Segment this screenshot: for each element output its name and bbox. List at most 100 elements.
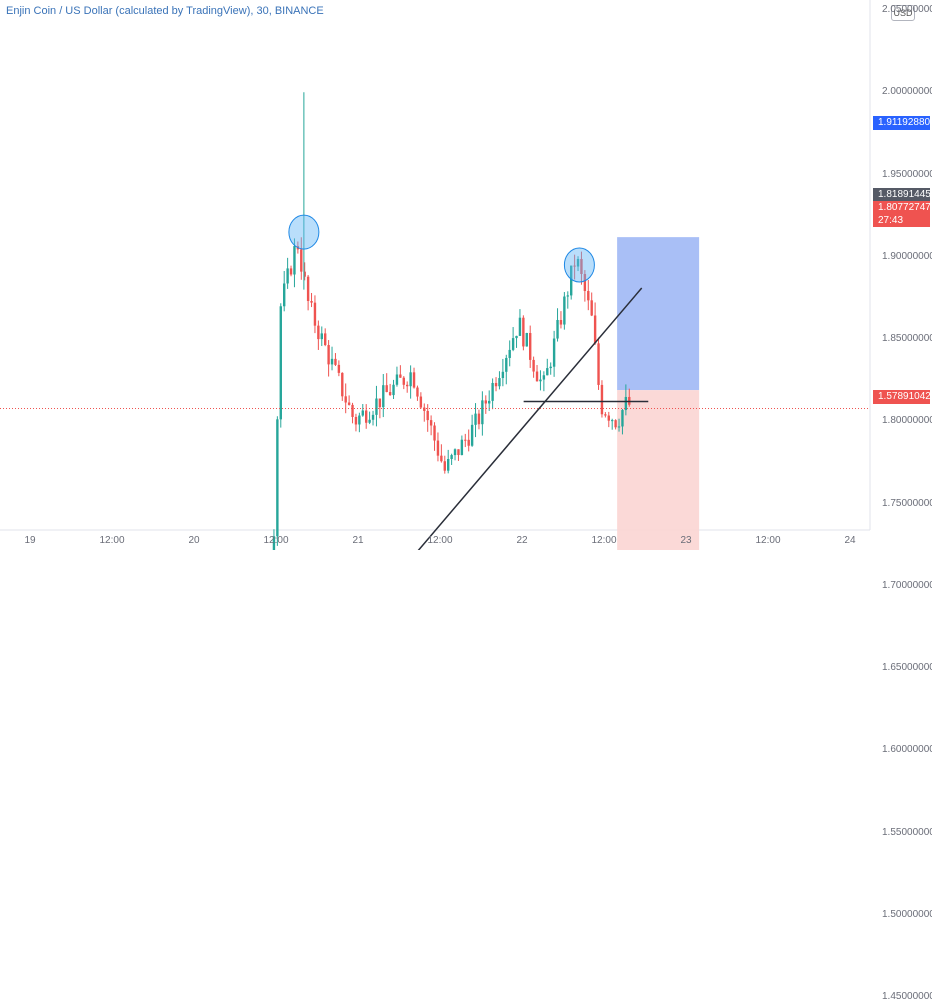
candle-body [423,407,426,411]
currency-button[interactable]: USD [891,5,915,21]
candle-body [409,372,412,387]
candle-body [378,398,382,408]
candle-body [587,290,590,301]
candle-body [283,283,286,307]
x-tick-label: 23 [680,535,692,546]
y-tick-label: 1.80000000 [882,415,932,427]
chart-svg[interactable] [0,0,932,550]
candle-body [289,268,293,275]
candle-body [566,295,569,297]
candle-body [429,420,433,426]
candle-body [310,300,313,303]
candle-body [317,325,320,340]
x-tick-label: 22 [516,535,528,546]
candle-body [388,392,392,396]
ascending-support-line [417,287,643,550]
candle-body [464,439,467,441]
candle-body [272,536,276,550]
candle-body [600,384,604,415]
y-tick-label: 1.85000000 [882,333,932,344]
candle-body [334,358,337,365]
candle-body [583,273,587,291]
candle-body [580,258,583,274]
candle-body [306,276,310,301]
x-tick-label: 19 [24,535,36,546]
loss-zone [617,390,700,550]
candle-body [535,371,539,382]
candle-body [467,439,470,446]
candle-body [344,396,347,403]
candle-body [443,461,446,471]
candle-body [542,375,546,380]
stop-price-label: 1.57891042 [873,390,931,404]
current-price-value: 1.80772747 [878,202,931,213]
candle-body [457,449,460,456]
candle-body [529,333,532,360]
chart-area[interactable] [0,0,932,550]
y-tick-label: 1.65000000 [882,662,932,673]
candle-body [576,258,580,267]
candle-body [611,420,614,422]
y-tick-label: 1.75000000 [882,497,932,509]
x-tick-label: 12:00 [263,535,289,546]
candle-body [412,372,416,388]
candle-body [371,414,375,420]
candle-body [368,419,371,423]
candle-body [549,366,552,369]
candle-body [546,368,549,376]
countdown-timer: 27:43 [878,215,904,226]
candle-body [604,414,607,416]
candle-body [532,359,535,372]
candle-body [614,420,617,428]
y-tick-label: 1.55000000 [882,826,932,838]
candle-body [286,268,289,284]
candle-body [392,384,395,396]
entry-price-label: 1.81891445 [873,188,931,202]
y-tick-label: 2.00000000 [882,86,932,98]
candle-body [453,449,457,456]
candle-body [433,425,436,441]
y-tick-label: 1.70000000 [882,579,932,591]
y-tick-label: 2.05000000 [882,4,932,15]
current-price-label: 1.80772747 27:43 [873,201,931,227]
candle-body [358,415,361,425]
x-tick-label: 12:00 [427,535,453,546]
candle-body [597,343,600,385]
candle-body [494,382,498,387]
candle-body [539,379,542,382]
candle-body [337,364,341,373]
candle-body [621,410,624,427]
candle-body [501,371,505,379]
candle-body [354,416,358,425]
candle-body [399,374,402,378]
candle-body [505,357,508,372]
candle-body [488,400,491,404]
candle-body [607,415,610,421]
x-tick-label: 21 [352,535,364,546]
candle-body [508,349,511,358]
candle-body [570,265,573,296]
candle-body [375,398,378,415]
candle-body [406,384,409,387]
candle-body [447,459,450,471]
candle-body [402,377,405,385]
x-tick-label: 12:00 [591,535,617,546]
candle-body [440,455,443,462]
candle-body [525,333,528,347]
candle-body [279,306,282,420]
y-tick-label: 1.45000000 [882,991,932,1002]
chart-title: Enjin Coin / US Dollar (calculated by Tr… [6,5,324,17]
profit-zone [617,237,700,391]
highlight-circle [563,247,595,283]
candle-body [522,317,525,347]
candle-body [347,402,351,405]
candle-body [327,345,330,365]
candle-body [382,385,385,408]
candle-body [385,385,388,393]
candle-body [470,424,474,446]
candle-body [313,302,317,326]
y-tick-label: 1.95000000 [882,168,932,180]
candle-body [300,249,303,272]
candle-body [484,400,487,404]
y-tick-label: 1.50000000 [882,908,932,920]
